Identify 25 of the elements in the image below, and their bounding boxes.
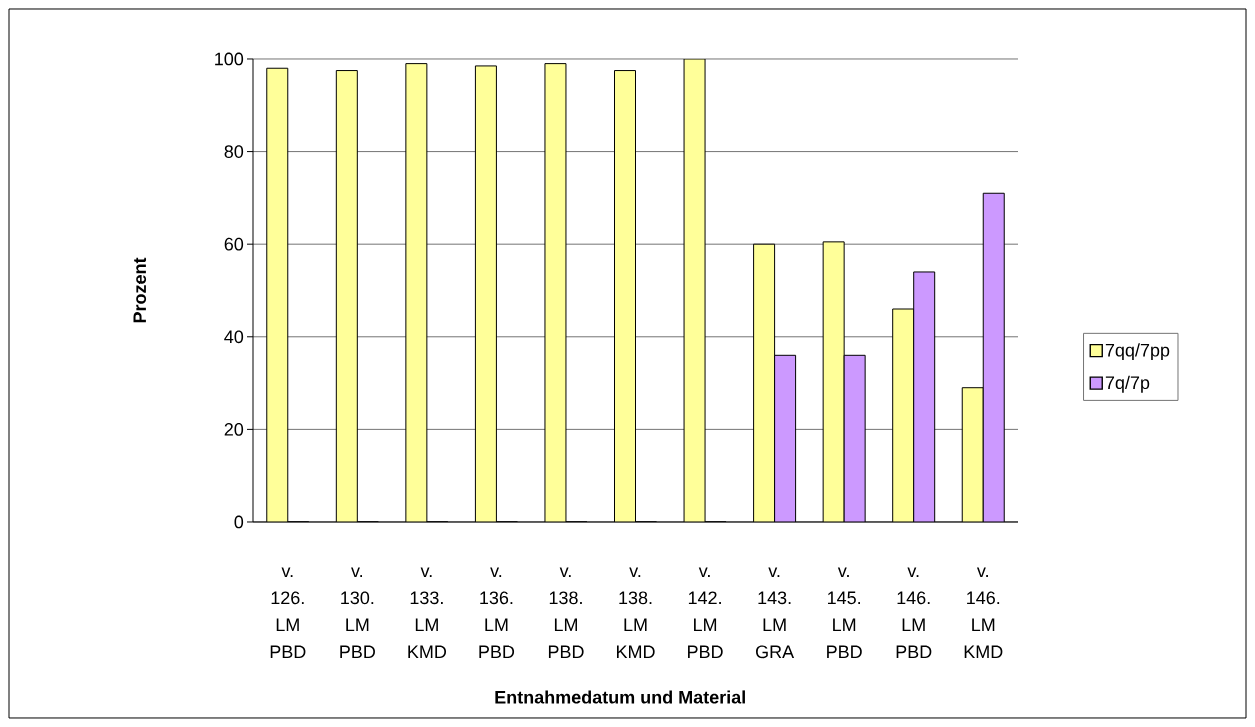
x-tick-label: v. 136. LM PBD — [479, 567, 515, 659]
y-tick-label: 0 — [234, 515, 244, 529]
x-tick-label: v. 138. LM PBD — [548, 567, 584, 659]
y-tick-label: 20 — [224, 423, 244, 436]
y-tick-label: 80 — [224, 145, 244, 158]
x-tick-label: v. 145. LM PBD — [827, 567, 862, 659]
x-tick-label: v. 146. LM KMD — [964, 567, 1003, 659]
x-tick-label: v. 146. LM PBD — [896, 567, 932, 659]
x-tick-label: v. 142. LM PBD — [688, 567, 723, 659]
legend-label: 7q/7p — [1105, 375, 1150, 393]
x-tick-label: v. 138. LM KMD — [617, 567, 655, 659]
bar — [844, 355, 866, 522]
y-axis-title: Prozent — [133, 257, 147, 323]
bar — [982, 192, 1005, 522]
x-tick-label: v. 130. LM PBD — [340, 567, 375, 659]
y-tick-label: 100 — [215, 52, 244, 66]
y-tick-label: 40 — [224, 330, 244, 344]
x-tick-label: v. 126. LM PBD — [270, 567, 306, 659]
x-axis-title: Entnahmedatum und Material — [495, 690, 745, 704]
bar — [774, 355, 796, 522]
x-tick-label: v. 133. LM KMD — [408, 567, 447, 659]
x-tick-label: v. 143. LM GRA — [756, 567, 795, 659]
legend-label: 7qq/7pp — [1105, 343, 1170, 361]
bar — [913, 271, 935, 522]
y-tick-label: 60 — [224, 237, 244, 251]
